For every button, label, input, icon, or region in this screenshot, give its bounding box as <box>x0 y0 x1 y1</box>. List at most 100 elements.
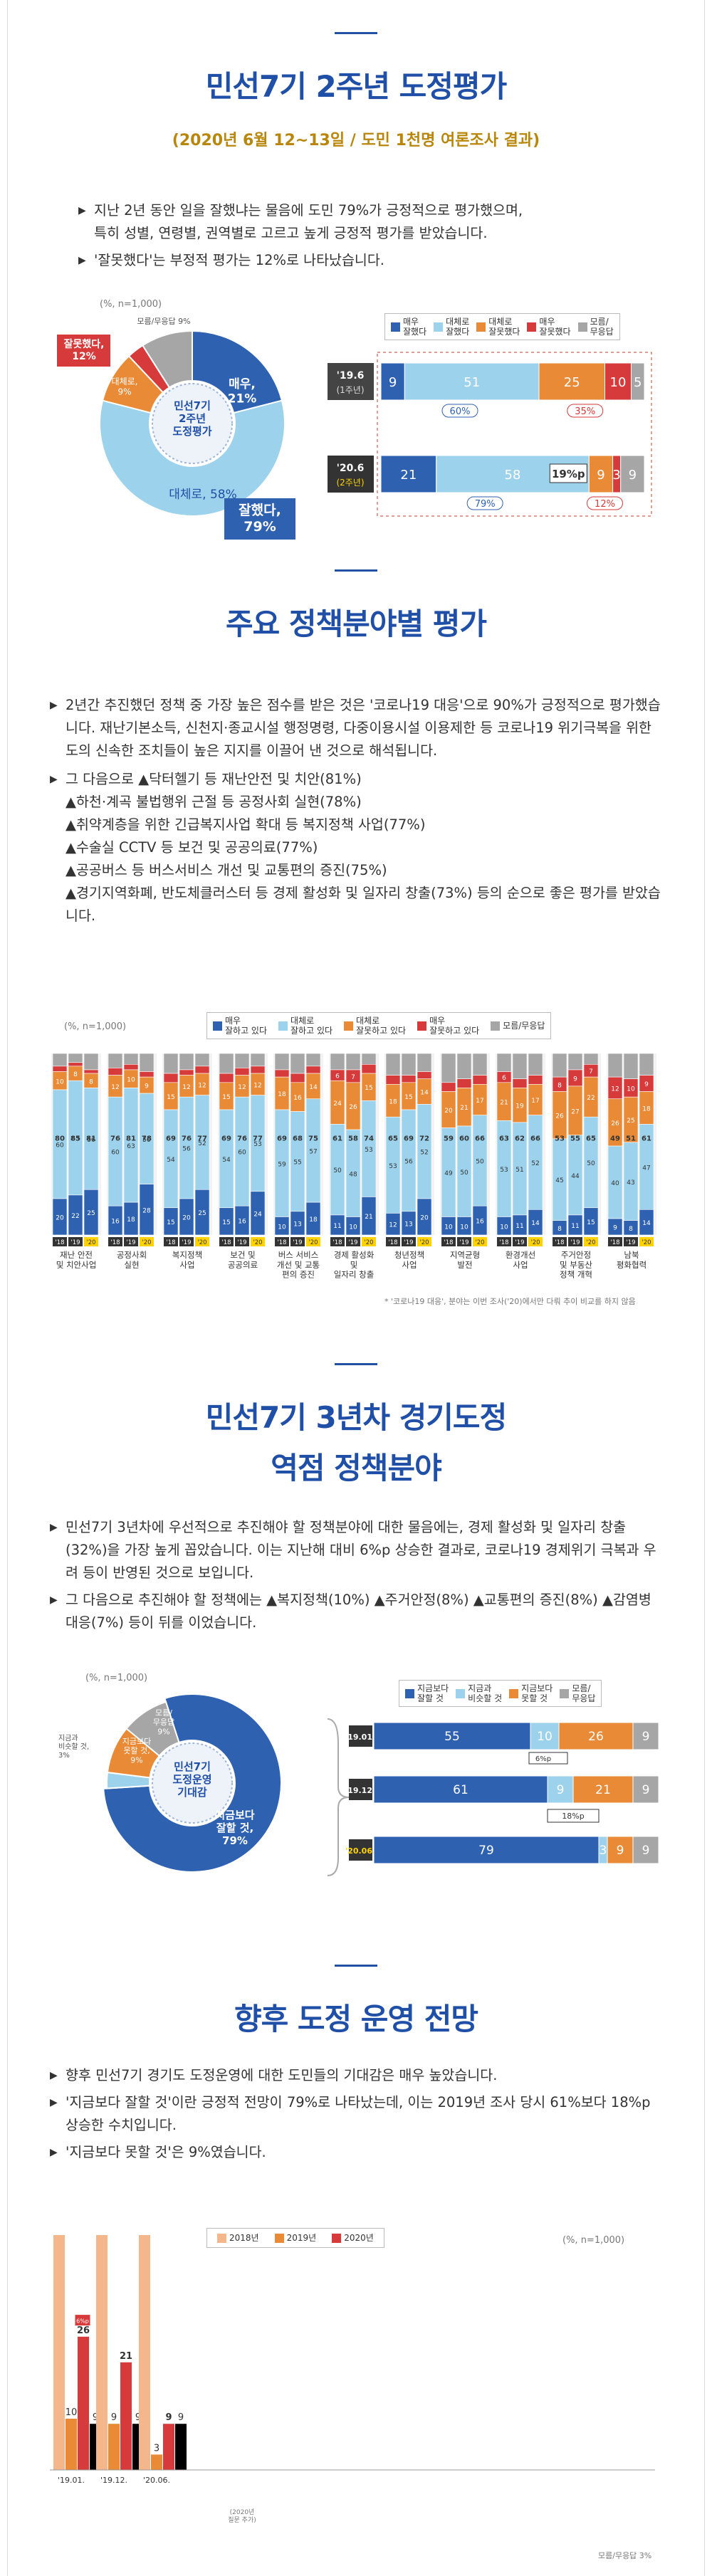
group-label: 주거안정 및 부동산 정책 개혁 <box>560 1250 592 1280</box>
positive-total: 76 <box>110 1135 120 1142</box>
pos-sum: 79% <box>475 499 496 510</box>
bar-segment <box>632 1836 659 1864</box>
segment-value: 53 <box>389 1163 397 1170</box>
bar-value: 9 <box>597 468 604 483</box>
stack-segment <box>108 1053 123 1068</box>
positive-total: 69 <box>166 1135 176 1142</box>
stack-segment <box>68 1194 83 1236</box>
stack-segment <box>330 1214 345 1236</box>
outlook-grouped-bar-chart: 5510269'19.01.619219'19.12.79399'20.06.(… <box>50 2235 655 2524</box>
stack-segment <box>441 1082 456 1092</box>
stack-segment <box>567 1214 583 1236</box>
segment-value: 12 <box>611 1085 619 1093</box>
year-badge <box>84 1237 98 1246</box>
stack-segment <box>639 1053 654 1076</box>
year-badge <box>639 1237 654 1246</box>
stack-segment <box>361 1063 377 1074</box>
segment-value: 6 <box>502 1075 506 1082</box>
segment-value: 60 <box>111 1150 120 1157</box>
bar <box>108 2424 120 2470</box>
segment-value: 56 <box>404 1158 413 1165</box>
year-label: '18 <box>388 1239 397 1246</box>
stack-segment <box>385 1075 401 1085</box>
stack-segment <box>274 1216 290 1236</box>
stack-segment <box>528 1209 543 1236</box>
stack-segment <box>528 1075 543 1085</box>
segment-value: 24 <box>253 1211 262 1218</box>
bar-segment <box>530 1722 560 1750</box>
slice-label-same: 지금과 비슷할 것, 3% <box>58 1734 89 1760</box>
stack-segment <box>401 1075 417 1083</box>
segment-value: 15 <box>167 1094 174 1101</box>
stack-segment <box>472 1205 488 1236</box>
group-label: 복지정책 사업 <box>172 1250 202 1270</box>
segment-value: 11 <box>515 1223 523 1230</box>
segment-value: 44 <box>571 1173 580 1180</box>
row-tag-bg <box>349 1839 372 1861</box>
pos-callout-label: 잘했다, 79% <box>239 503 281 535</box>
category-label: '20.06. <box>143 2476 170 2485</box>
stack-segment <box>194 1189 210 1236</box>
bar <box>53 2235 65 2470</box>
positive-total: 63 <box>499 1135 509 1142</box>
top-badge: 6%p <box>76 2318 89 2325</box>
stack-segment <box>623 1053 639 1080</box>
legend-item: 매우 잘했다 <box>391 317 426 337</box>
bar <box>78 2336 89 2470</box>
stack-segment <box>274 1053 290 1071</box>
bullet-cont: 특히 성별, 연령별, 권역별로 고르고 높게 긍정적 평가를 받았습니다. <box>94 225 488 241</box>
segment-value: 11 <box>571 1223 579 1230</box>
bar-value: 9 <box>642 1783 650 1797</box>
year-badge <box>513 1237 527 1246</box>
year-label: '19 <box>293 1239 302 1246</box>
donut-slice <box>103 1693 282 1873</box>
segment-value: 43 <box>627 1179 634 1187</box>
bar-value: 9 <box>389 375 397 390</box>
segment-value: 12 <box>253 1082 261 1089</box>
segment-value: 52 <box>198 1140 206 1147</box>
stack-segment <box>345 1216 361 1236</box>
stack-segment <box>234 1068 250 1076</box>
segment-value: 26 <box>349 1104 357 1111</box>
neg-callout-box <box>57 335 110 367</box>
segment-value: 6 <box>335 1073 340 1081</box>
year-badge <box>473 1237 487 1246</box>
legend-item: 대체로 잘못했다 <box>476 317 520 337</box>
segment-value: 60 <box>56 1142 64 1150</box>
year-badge <box>195 1237 209 1246</box>
group-label: 재난 안전 및 치안사업 <box>56 1250 97 1270</box>
stack-segment <box>68 1053 83 1063</box>
year-label: '19 <box>404 1239 413 1246</box>
stack-segment <box>472 1053 488 1076</box>
positive-total: 49 <box>610 1135 620 1142</box>
segment-value: 9 <box>644 1081 649 1088</box>
stack-segment <box>496 1216 512 1236</box>
year-label: '18 <box>110 1239 120 1246</box>
stack-segment <box>607 1218 623 1236</box>
segment-value: 22 <box>71 1213 79 1220</box>
row-tag-bg <box>349 1725 372 1747</box>
stack-segment <box>305 1066 321 1074</box>
stack-segment <box>68 1062 83 1067</box>
year-label: '18 <box>555 1239 564 1246</box>
donut-slice <box>99 399 286 517</box>
bar <box>151 2454 162 2470</box>
positive-total: 61 <box>333 1135 342 1142</box>
stack-segment <box>552 1053 567 1078</box>
legend-label: 대체로 잘했다 <box>446 317 470 337</box>
segment-value: 16 <box>111 1219 120 1226</box>
positive-total: 62 <box>515 1135 525 1142</box>
pos-sum-pill <box>466 496 503 510</box>
stack-segment <box>108 1068 123 1076</box>
neg-sum-pill <box>567 404 604 418</box>
legend-label: 모름/ 무응답 <box>590 317 614 337</box>
slice-label-dunno: 모름/무응답 9% <box>153 1708 174 1736</box>
year-badge <box>584 1237 598 1246</box>
stack-segment <box>456 1078 472 1088</box>
segment-value: 8 <box>557 1082 562 1089</box>
year-badge <box>553 1237 567 1246</box>
positive-total: 69 <box>404 1135 414 1142</box>
group-label: 버스 서비스 개선 및 교통 편의 증진 <box>277 1250 320 1280</box>
legend-label: 대체로 잘못하고 있다 <box>356 1016 407 1036</box>
positive-total: 78 <box>142 1135 152 1142</box>
